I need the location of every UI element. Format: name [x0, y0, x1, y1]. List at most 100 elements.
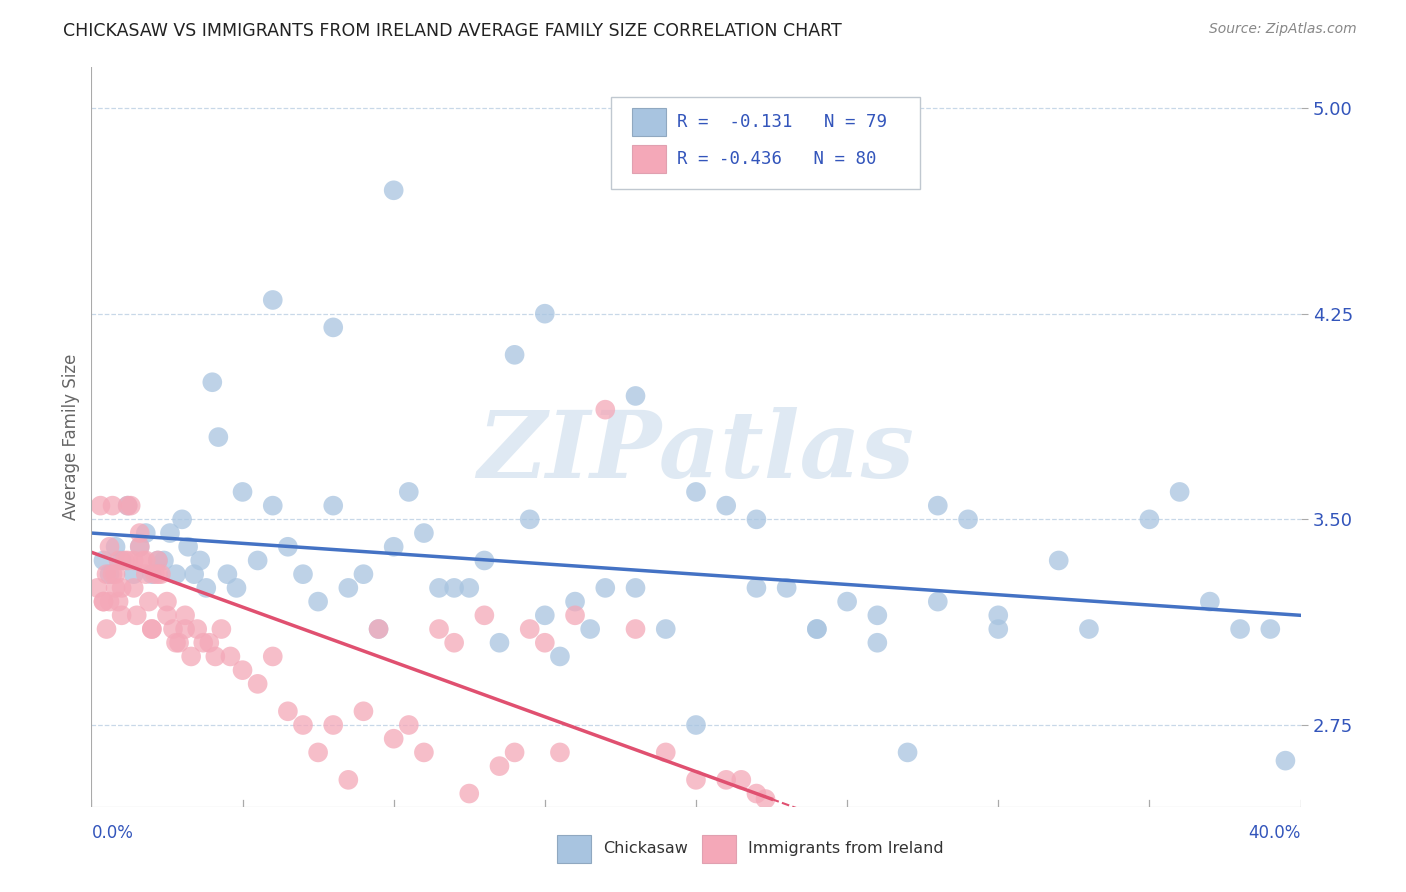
Point [1078, 622, 1101, 636]
Point [413, 746, 436, 760]
Point [117, 553, 139, 567]
Point [897, 746, 920, 760]
Point [156, 594, 179, 608]
Point [1274, 754, 1296, 768]
Point [806, 622, 828, 636]
Point [277, 704, 299, 718]
Point [231, 484, 253, 499]
Point [730, 772, 752, 787]
Point [122, 567, 145, 582]
Point [96, 567, 118, 582]
Point [128, 526, 150, 541]
Point [519, 622, 541, 636]
Point [162, 622, 184, 636]
Point [745, 581, 768, 595]
Point [135, 553, 157, 567]
Point [754, 792, 776, 806]
Point [138, 594, 160, 608]
Point [141, 567, 163, 582]
Point [183, 567, 205, 582]
Point [141, 622, 163, 636]
Point [987, 622, 1010, 636]
Point [745, 512, 768, 526]
Point [104, 567, 127, 582]
Point [548, 746, 571, 760]
Point [835, 594, 858, 608]
Point [149, 567, 172, 582]
Point [352, 567, 374, 582]
Point [246, 553, 269, 567]
Point [458, 787, 481, 801]
Point [806, 622, 828, 636]
Text: CHICKASAW VS IMMIGRANTS FROM IRELAND AVERAGE FAMILY SIZE CORRELATION CHART: CHICKASAW VS IMMIGRANTS FROM IRELAND AVE… [63, 22, 842, 40]
Point [93, 594, 115, 608]
Point [225, 581, 247, 595]
Point [195, 581, 218, 595]
Point [564, 608, 586, 623]
Point [488, 759, 510, 773]
Point [122, 581, 145, 595]
Text: R =  -0.131   N = 79: R = -0.131 N = 79 [676, 112, 887, 131]
Point [579, 622, 602, 636]
Point [135, 526, 157, 541]
Point [159, 526, 181, 541]
Point [111, 581, 132, 595]
Point [107, 553, 129, 567]
Point [624, 389, 647, 403]
FancyBboxPatch shape [557, 835, 591, 863]
Point [488, 636, 510, 650]
Point [146, 553, 169, 567]
Point [98, 567, 121, 582]
FancyBboxPatch shape [631, 145, 666, 173]
Point [776, 581, 799, 595]
Text: 40.0%: 40.0% [1249, 823, 1301, 842]
Point [153, 553, 176, 567]
Point [204, 649, 226, 664]
Point [472, 608, 495, 623]
Point [519, 512, 541, 526]
Point [96, 622, 118, 636]
Point [1260, 622, 1282, 636]
Point [186, 622, 208, 636]
Point [193, 636, 215, 650]
Point [180, 649, 202, 664]
Point [1139, 512, 1161, 526]
Point [1198, 594, 1220, 608]
Point [413, 526, 436, 541]
Point [367, 622, 389, 636]
Point [143, 567, 166, 582]
Point [188, 553, 211, 567]
Text: Chickasaw: Chickasaw [603, 841, 688, 856]
Point [165, 567, 187, 582]
Point [165, 636, 187, 650]
Point [262, 649, 284, 664]
Point [107, 594, 129, 608]
Point [685, 718, 707, 732]
Point [398, 484, 420, 499]
Point [117, 499, 139, 513]
Point [122, 553, 145, 567]
Point [987, 608, 1010, 623]
Point [135, 567, 157, 582]
Point [337, 581, 360, 595]
Point [98, 540, 121, 554]
Point [98, 594, 121, 608]
Point [322, 718, 344, 732]
Point [101, 499, 124, 513]
Point [322, 499, 344, 513]
Point [866, 636, 889, 650]
Point [207, 430, 229, 444]
Point [141, 622, 163, 636]
Point [655, 622, 678, 636]
Point [156, 608, 179, 623]
Point [337, 772, 360, 787]
Point [307, 594, 329, 608]
FancyBboxPatch shape [702, 835, 735, 863]
Point [1229, 622, 1251, 636]
Text: Immigrants from Ireland: Immigrants from Ireland [748, 841, 943, 856]
Point [93, 553, 115, 567]
Point [443, 636, 465, 650]
Y-axis label: Average Family Size: Average Family Size [62, 354, 80, 520]
Point [714, 499, 737, 513]
Point [177, 540, 200, 554]
